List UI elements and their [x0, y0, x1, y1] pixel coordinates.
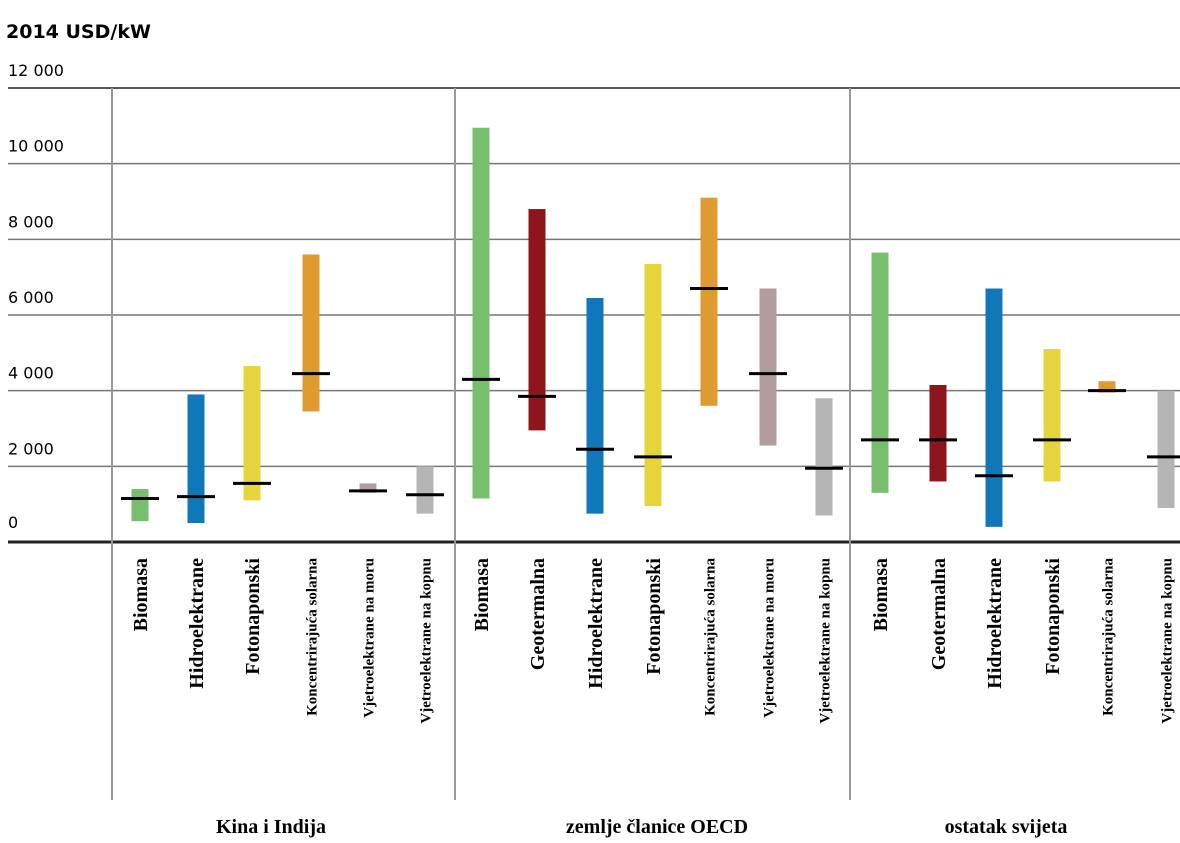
category-label: Biomasa	[130, 558, 152, 631]
range-bar	[131, 489, 149, 522]
y-axis-ticks: 0 2 000 4 000 6 000 8 000 10 000 12 000	[8, 61, 64, 532]
category-label: Fotonaponski	[643, 558, 665, 675]
category-label: Vjetroelektrane na kopnu	[817, 558, 833, 724]
category-label: Koncentrirajuća solarna	[304, 558, 320, 716]
range-bar	[416, 466, 434, 514]
range-bar	[700, 197, 718, 406]
range-bar	[929, 384, 947, 482]
range-bar	[187, 394, 205, 524]
category-label: Geotermalna	[527, 558, 549, 670]
range-bar	[644, 263, 662, 507]
category-label: Geotermalna	[928, 558, 950, 670]
category-label: Vjetroelektrane na moru	[361, 558, 377, 718]
group-labels: Kina i Indija zemlje članice OECD ostatak …	[216, 816, 1067, 838]
range-bar	[815, 398, 833, 516]
range-bar	[1098, 381, 1116, 393]
y-tick-label: 0	[8, 513, 18, 532]
group-label: zemlje članice OECD	[566, 816, 748, 838]
category-label: Hidroelektrane	[186, 558, 208, 689]
range-bar	[359, 483, 377, 493]
category-label: Fotonaponski	[242, 558, 264, 675]
category-label: Vjetroelektrane na kopnu	[418, 558, 434, 724]
y-tick-label: 10 000	[8, 137, 64, 156]
range-bar	[302, 254, 320, 412]
range-bar	[1157, 390, 1175, 508]
range-bar	[871, 252, 889, 493]
group-label: Kina i Indija	[216, 816, 326, 838]
range-bar	[586, 297, 604, 514]
y-tick-label: 6 000	[8, 288, 54, 307]
category-label: Vjetroelektrane na moru	[761, 558, 777, 718]
category-label: Fotonaponski	[1042, 558, 1064, 675]
category-label: Hidroelektrane	[585, 558, 607, 689]
y-axis-unit-label: 2014 USD/kW	[6, 21, 151, 43]
y-tick-label: 4 000	[8, 364, 54, 383]
category-label: Hidroelektrane	[984, 558, 1006, 689]
gridlines	[8, 87, 1180, 544]
y-tick-label: 2 000	[8, 439, 54, 458]
category-label: Koncentrirajuća solarna	[702, 558, 718, 716]
range-bar	[985, 288, 1003, 527]
group-separators	[111, 88, 851, 800]
range-bars	[121, 127, 1180, 527]
range-bar	[759, 288, 777, 446]
category-label: Koncentrirajuća solarna	[1100, 558, 1116, 716]
category-label: Biomasa	[471, 558, 493, 631]
group-label: ostatak svijeta	[945, 816, 1068, 838]
range-bar	[1043, 349, 1061, 482]
range-bar	[472, 127, 490, 499]
category-labels: Biomasa Hidroelektrane Fotonaponski Koncent…	[130, 558, 1175, 724]
y-tick-label: 12 000	[8, 61, 64, 80]
y-tick-label: 8 000	[8, 212, 54, 231]
range-bar	[243, 366, 261, 501]
range-bar	[528, 209, 546, 431]
category-label: Biomasa	[870, 558, 892, 631]
category-label: Vjetroelektrane na kopnu	[1159, 558, 1175, 724]
